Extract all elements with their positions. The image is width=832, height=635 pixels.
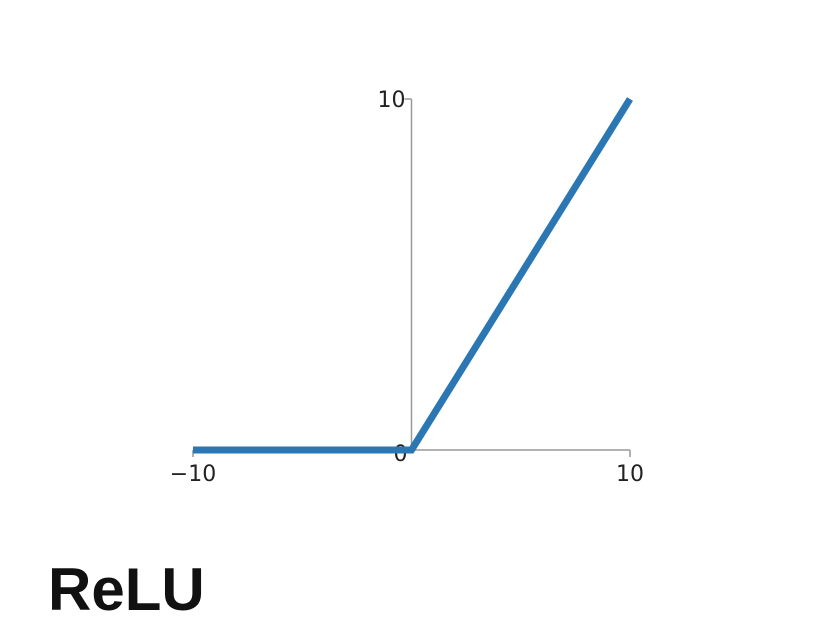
axis-ticks: −10 0 10 10 [170,88,644,487]
x-tick-label: 10 [616,462,644,487]
x-tick-label: 0 [394,442,408,467]
series-layer [193,97,633,454]
relu-series-line [193,97,633,454]
x-tick-label: −10 [170,462,216,487]
y-tick-label: 10 [378,88,406,113]
chart-caption: ReLU [48,556,205,623]
